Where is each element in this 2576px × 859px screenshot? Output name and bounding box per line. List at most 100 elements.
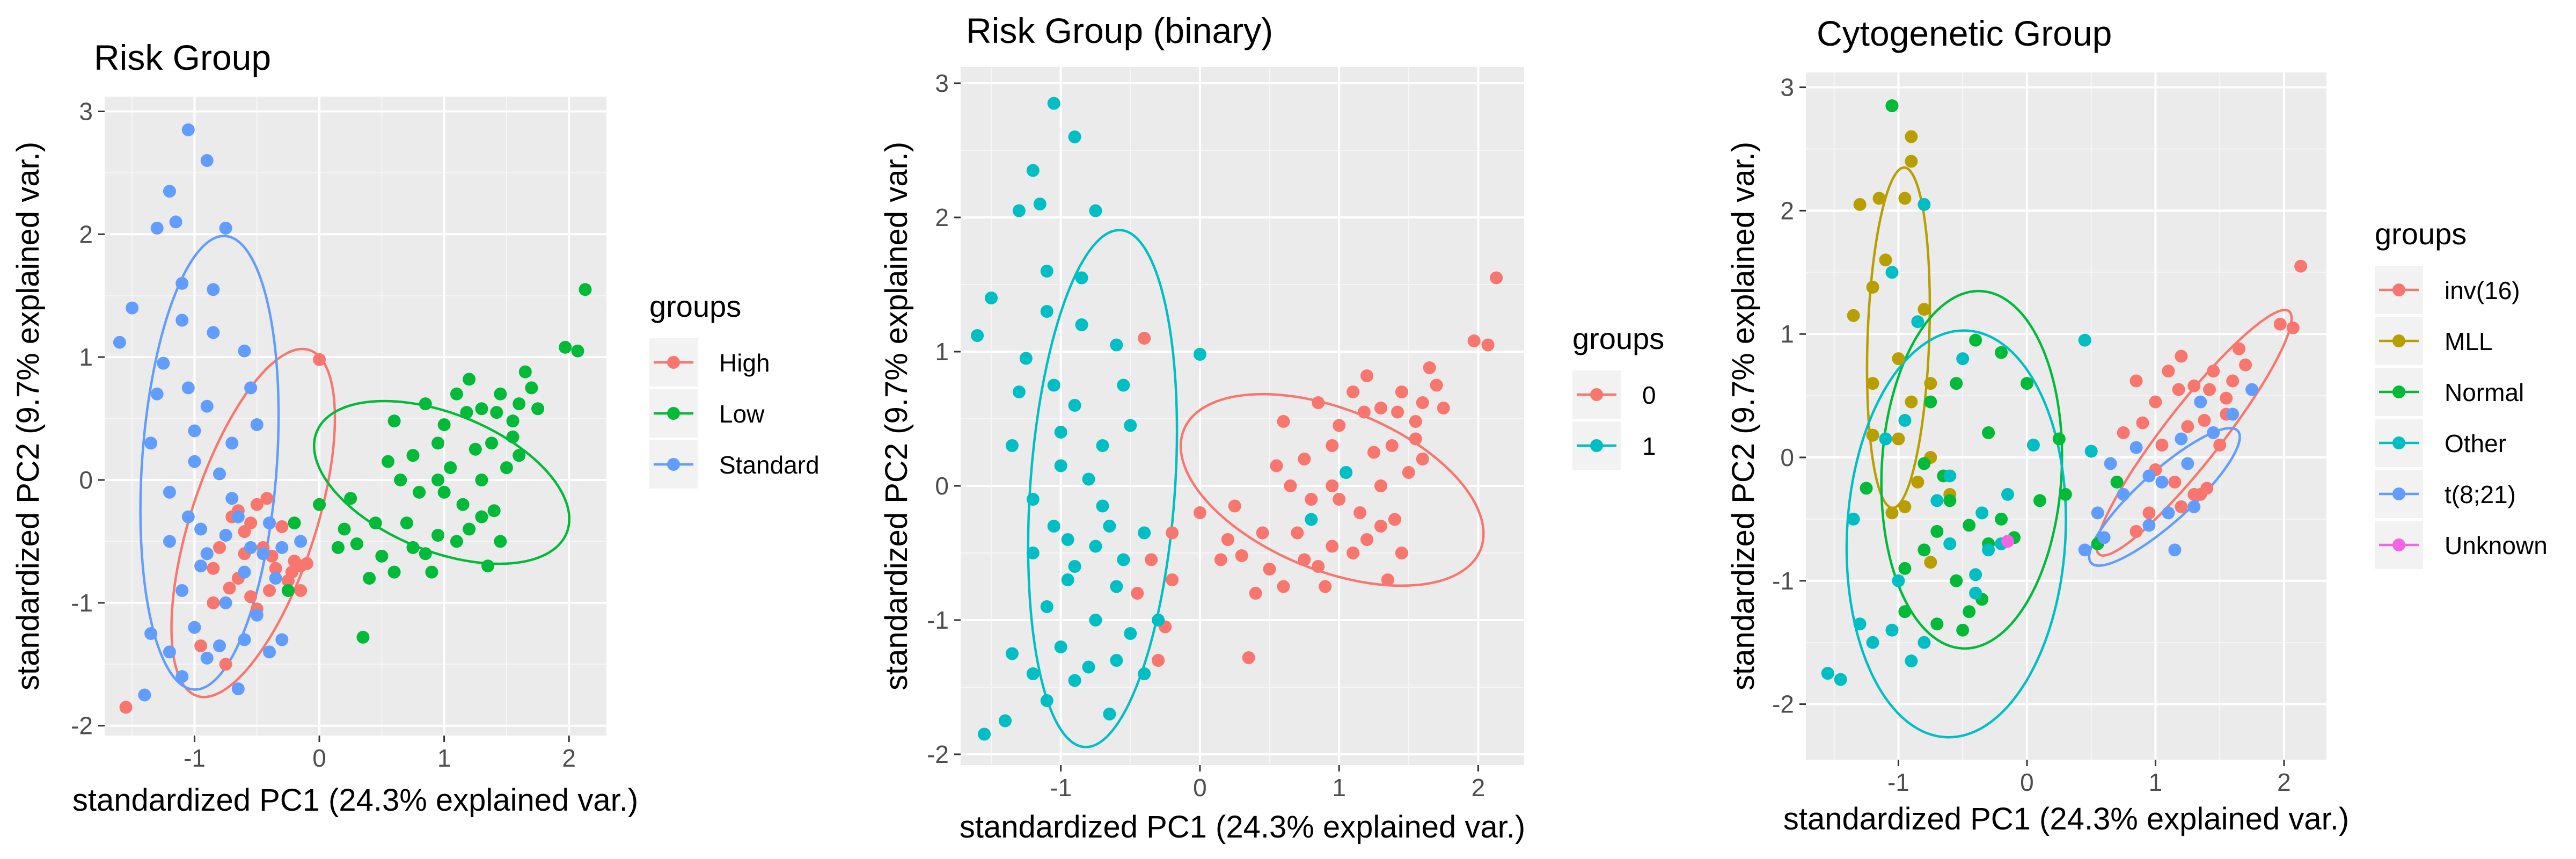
data-point [1409,432,1422,446]
data-point [500,461,513,475]
data-point [1061,533,1074,546]
legend-title: groups [649,289,741,323]
x-axis-title: standardized PC1 (24.3% explained var.) [1783,802,2349,836]
y-tick-label: -2 [927,740,949,768]
data-point [2129,374,2143,388]
data-point [250,498,264,511]
y-tick-label: 1 [1780,320,1794,348]
data-point [1821,667,1834,680]
y-tick-label: 1 [935,338,949,366]
plot-panel [105,97,606,736]
data-point [1911,475,1924,489]
data-point [2187,379,2201,392]
y-axis-title: standardized PC2 (9.7% explained var.) [1726,142,1761,690]
data-point [1963,605,1976,618]
data-point [1298,553,1311,566]
data-point [2194,395,2207,409]
data-point [281,574,295,587]
data-point [2168,475,2182,489]
ellipse-Standard [139,235,280,691]
data-point [1138,526,1151,540]
y-tick-label: 3 [1780,74,1794,101]
data-point [2117,487,2130,501]
data-point [437,485,451,499]
data-point [225,492,239,505]
data-point [2078,543,2091,557]
data-point [263,645,276,659]
data-point [2226,407,2240,421]
data-point [1879,432,1892,446]
x-tick-label: 1 [437,744,451,772]
data-point [1312,396,1325,409]
y-tick-label: 1 [79,343,93,371]
data-point [2033,494,2046,507]
data-point [300,557,313,570]
data-point [207,283,220,296]
data-point [1879,253,1892,267]
data-point [1490,271,1503,285]
data-point [437,418,451,432]
data-point [1924,556,1937,569]
data-point [1242,651,1255,664]
data-point [250,608,264,622]
data-point [1291,526,1304,540]
data-point [1047,520,1060,533]
y-tick-label: 0 [79,466,93,494]
data-point [200,399,214,413]
data-point [1340,466,1353,479]
x-tick-label: 0 [312,744,326,772]
data-point [1374,402,1387,414]
data-point [1040,600,1053,613]
data-point [263,584,276,597]
data-point [2213,439,2227,452]
data-point [188,424,201,438]
data-point [1054,640,1067,653]
data-point [1892,432,1905,446]
data-point [559,340,572,354]
data-point [1930,525,1944,538]
data-point [2198,414,2211,427]
data-point [1975,506,1989,520]
data-point [431,528,445,542]
data-point [1847,512,1860,526]
data-point [1068,560,1081,573]
data-point [1834,673,1847,686]
data-point [1416,453,1429,465]
data-point [2162,506,2175,520]
data-point [513,397,526,411]
data-point [1898,414,1912,427]
legend-title: groups [1572,322,1664,355]
data-point [1277,415,1290,428]
data-point [1956,623,1970,637]
legend: groups High Low Standard [649,289,819,489]
data-point [1312,560,1325,573]
data-point [1166,526,1179,540]
data-point [238,633,251,646]
x-tick-label: -1 [1050,774,1072,802]
data-point [1395,547,1408,559]
data-point [1905,155,1918,168]
data-point [394,474,407,486]
legend-label: Normal [2445,378,2524,406]
data-point [1388,513,1401,526]
data-point [194,559,208,573]
data-point [1898,192,1912,205]
data-point [1221,533,1234,546]
data-point [2226,374,2240,388]
chart-risk-group: Risk Group -1 0 1 2 -2 -1 0 1 2 3 standardized PC… [11,38,819,818]
data-point [1075,271,1088,285]
data-point [1305,513,1318,526]
data-point [460,406,473,419]
data-point [2155,475,2169,489]
data-point [490,406,503,419]
data-point [175,314,189,327]
data-point [2117,426,2130,440]
data-point [2286,321,2300,334]
data-point [1481,338,1495,352]
data-point [356,630,370,644]
data-point [1943,537,1957,550]
data-point [1082,472,1095,486]
data-point [1145,553,1158,566]
data-point [1395,385,1408,398]
